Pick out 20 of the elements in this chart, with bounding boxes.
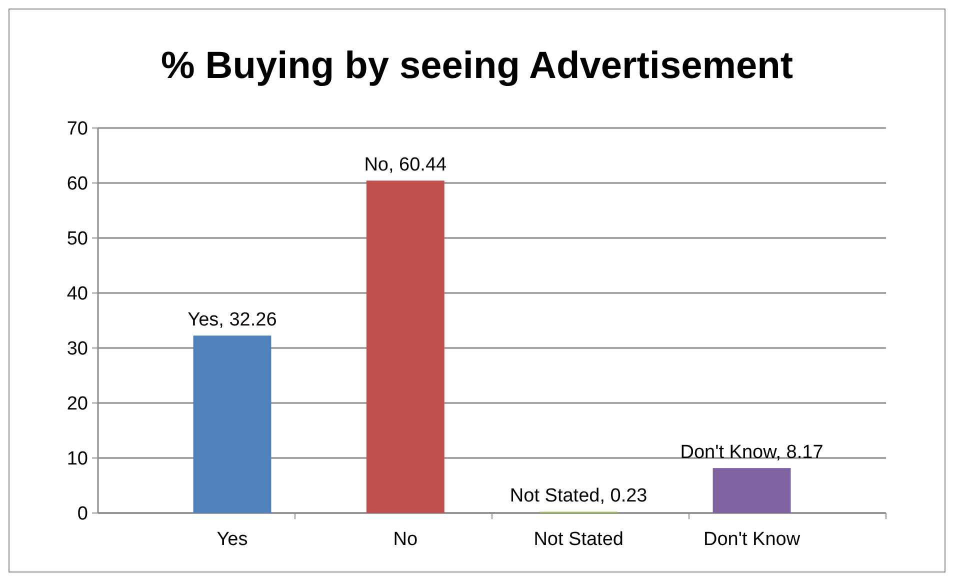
data-label: Not Stated, 0.23 bbox=[510, 486, 648, 507]
data-label: No, 60.44 bbox=[364, 154, 448, 176]
y-tick-label: 60 bbox=[66, 174, 88, 195]
chart-title: % Buying by seeing Advertisement bbox=[160, 45, 794, 87]
bar bbox=[366, 180, 444, 513]
x-tick-label: No bbox=[393, 529, 418, 550]
bar bbox=[712, 468, 791, 513]
y-tick-label: 50 bbox=[66, 228, 88, 250]
bar bbox=[193, 336, 272, 513]
x-tick-label: Yes bbox=[216, 529, 248, 550]
x-tick-label: Don't Know bbox=[703, 529, 800, 550]
y-tick-label: 20 bbox=[66, 394, 88, 415]
y-tick-label: 70 bbox=[66, 118, 88, 140]
y-tick-label: 40 bbox=[66, 284, 88, 305]
x-tick-label: Not Stated bbox=[534, 529, 624, 550]
y-tick-label: 30 bbox=[66, 338, 88, 360]
y-tick-label: 0 bbox=[77, 504, 88, 525]
y-tick-label: 10 bbox=[66, 448, 88, 470]
data-label: Yes, 32.26 bbox=[188, 310, 277, 331]
data-label: Don't Know, 8.17 bbox=[680, 442, 824, 464]
